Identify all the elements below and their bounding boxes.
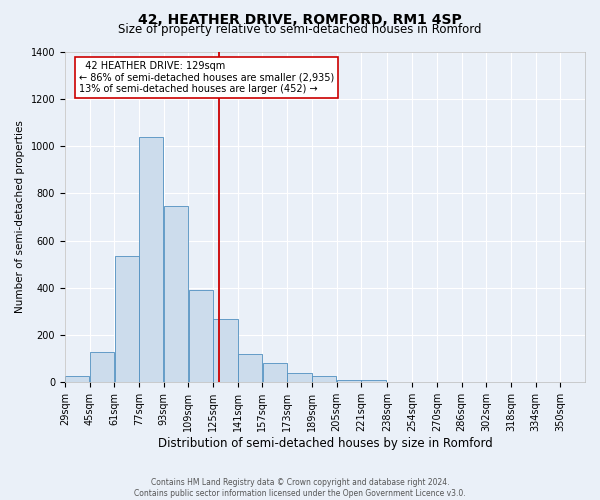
Text: 42, HEATHER DRIVE, ROMFORD, RM1 4SP: 42, HEATHER DRIVE, ROMFORD, RM1 4SP xyxy=(138,12,462,26)
Text: Contains HM Land Registry data © Crown copyright and database right 2024.
Contai: Contains HM Land Registry data © Crown c… xyxy=(134,478,466,498)
Bar xyxy=(90,352,114,382)
Bar xyxy=(164,206,188,382)
Text: 42 HEATHER DRIVE: 129sqm
← 86% of semi-detached houses are smaller (2,935)
13% o: 42 HEATHER DRIVE: 129sqm ← 86% of semi-d… xyxy=(79,61,334,94)
Bar xyxy=(337,380,361,382)
X-axis label: Distribution of semi-detached houses by size in Romford: Distribution of semi-detached houses by … xyxy=(158,437,493,450)
Bar xyxy=(263,363,287,382)
Bar xyxy=(139,136,163,382)
Bar xyxy=(115,256,139,382)
Text: Size of property relative to semi-detached houses in Romford: Size of property relative to semi-detach… xyxy=(118,22,482,36)
Bar xyxy=(65,376,89,382)
Bar xyxy=(238,354,262,382)
Y-axis label: Number of semi-detached properties: Number of semi-detached properties xyxy=(15,120,25,314)
Bar xyxy=(312,376,336,382)
Bar xyxy=(188,290,213,382)
Bar xyxy=(361,380,386,382)
Bar xyxy=(214,318,238,382)
Bar xyxy=(287,373,311,382)
